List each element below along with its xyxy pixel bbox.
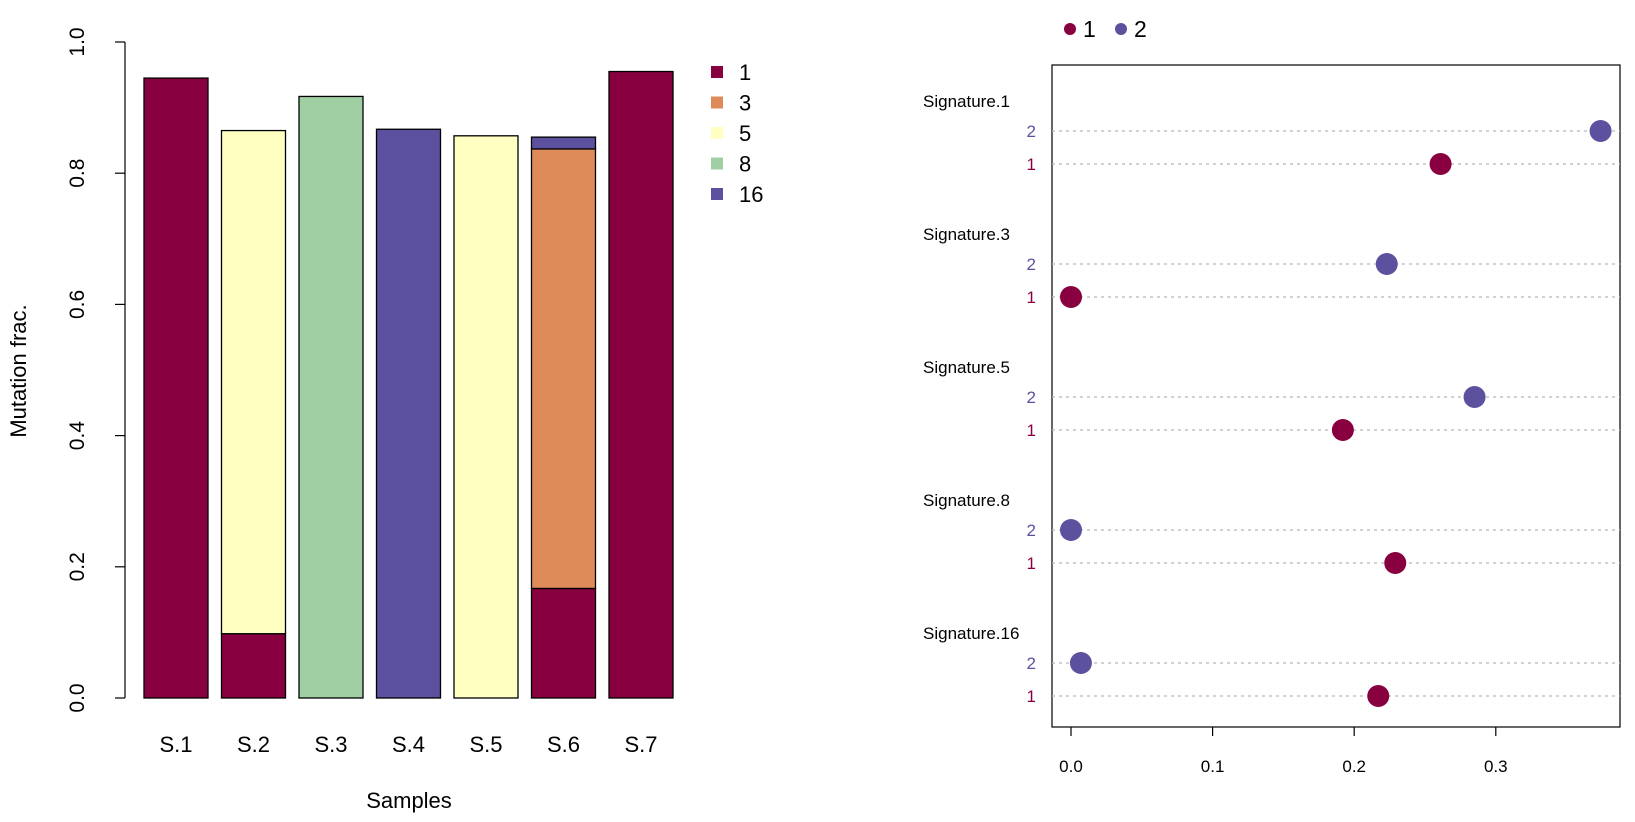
x-tick-label: 0.3 bbox=[1484, 757, 1508, 776]
legend-label: 3 bbox=[739, 91, 751, 116]
plot-rows: Signature.121Signature.321Signature.521S… bbox=[923, 92, 1620, 707]
bar-segment-S.3-8 bbox=[298, 95, 364, 699]
bar-segment-S.2-1 bbox=[220, 633, 287, 699]
legend-label: 16 bbox=[739, 182, 763, 207]
point-Signature.1-1 bbox=[1429, 153, 1452, 175]
x-tick-label: S.6 bbox=[547, 732, 580, 757]
bar-segment-S.7-1 bbox=[608, 70, 674, 699]
point-Signature.16-1 bbox=[1367, 685, 1390, 707]
bar-segment-S.2-5 bbox=[220, 129, 287, 635]
row-label: 2 bbox=[1027, 654, 1036, 673]
y-axis: 0.0 0.2 0.4 0.6 0.8 1.0 bbox=[66, 27, 126, 713]
group-label: Signature.16 bbox=[923, 624, 1019, 643]
point-Signature.3-1 bbox=[1060, 286, 1082, 308]
group-Signature.8: Signature.8 2 1 bbox=[923, 491, 1620, 574]
y-tick-label: 0.6 bbox=[66, 290, 89, 319]
point-Signature.8-1 bbox=[1384, 552, 1407, 574]
legend-swatch-1 bbox=[711, 66, 723, 78]
group-label: Signature.3 bbox=[923, 225, 1010, 244]
group-Signature.1: Signature.1 2 1 bbox=[923, 92, 1620, 175]
x-tick-label: S.7 bbox=[624, 732, 657, 757]
bar-segment-S.6-3 bbox=[530, 148, 597, 590]
bar-segment-S.1-1 bbox=[143, 77, 209, 699]
row-label: 1 bbox=[1027, 421, 1036, 440]
point-Signature.8-2 bbox=[1060, 519, 1082, 541]
legend-dot-1 bbox=[1064, 23, 1076, 35]
x-tick-label: 0.2 bbox=[1342, 757, 1366, 776]
legend-label: 1 bbox=[1083, 16, 1096, 42]
point-Signature.16-2 bbox=[1069, 652, 1092, 674]
x-tick-label: 0.0 bbox=[1059, 757, 1083, 776]
row-label: 1 bbox=[1027, 288, 1036, 307]
row-label: 2 bbox=[1027, 521, 1036, 540]
bar-segment-S.6-1 bbox=[530, 587, 597, 699]
legend-swatch-5 bbox=[711, 127, 723, 139]
row-label: 1 bbox=[1027, 554, 1036, 573]
x-tick-labels: S.1 S.2 S.3 S.4 S.5 S.6 S.7 bbox=[159, 732, 657, 757]
y-tick-label: 0.2 bbox=[66, 552, 89, 581]
group-label: Signature.5 bbox=[923, 358, 1010, 377]
bar-segment-S.6-16 bbox=[530, 136, 597, 150]
x-tick-label: S.5 bbox=[469, 732, 502, 757]
row-label: 1 bbox=[1027, 155, 1036, 174]
x-axis: 0.0 0.1 0.2 0.3 bbox=[1059, 727, 1508, 776]
bar-segment-S.5-5 bbox=[453, 135, 519, 699]
row-label: 2 bbox=[1027, 255, 1036, 274]
y-tick-label: 0.8 bbox=[66, 159, 89, 188]
bar-segment-S.4-16 bbox=[375, 128, 442, 699]
y-tick-label: 0.0 bbox=[66, 683, 89, 712]
y-tick-label: 1.0 bbox=[66, 27, 89, 56]
legend-swatch-8 bbox=[711, 157, 723, 170]
legend-label: 5 bbox=[739, 121, 751, 146]
group-label: Signature.1 bbox=[923, 92, 1010, 111]
bar-marks bbox=[143, 70, 674, 699]
y-axis-label: Mutation frac. bbox=[6, 304, 31, 437]
legend-label: 2 bbox=[1134, 16, 1147, 42]
legend-label: 8 bbox=[739, 152, 751, 177]
legend-label: 1 bbox=[739, 60, 751, 85]
x-axis-label: Samples bbox=[366, 788, 452, 813]
y-tick-label: 0.4 bbox=[66, 421, 89, 451]
x-tick-label: S.4 bbox=[392, 732, 425, 757]
legend-swatch-16 bbox=[711, 188, 723, 200]
group-label: Signature.8 bbox=[923, 491, 1010, 510]
x-tick-label: 0.1 bbox=[1201, 757, 1225, 776]
point-Signature.5-2 bbox=[1463, 386, 1486, 408]
point-Signature.3-2 bbox=[1375, 253, 1398, 275]
row-label: 2 bbox=[1027, 388, 1036, 407]
legend-dot-2 bbox=[1115, 23, 1127, 35]
legend-swatch-3 bbox=[711, 96, 723, 109]
legend: 1 3 5 8 16 bbox=[711, 60, 763, 207]
row-label: 2 bbox=[1027, 122, 1036, 141]
x-tick-label: S.3 bbox=[314, 732, 347, 757]
x-tick-label: S.1 bbox=[159, 732, 192, 757]
x-tick-label: S.2 bbox=[237, 732, 270, 757]
group-Signature.5: Signature.5 2 1 bbox=[923, 358, 1620, 441]
stacked-bar-chart: 0.0 0.2 0.4 0.6 0.8 1.0 Mutation frac. S.1 S.2… bbox=[6, 27, 763, 813]
group-Signature.3: Signature.3 2 1 bbox=[923, 225, 1620, 308]
row-label: 1 bbox=[1027, 687, 1036, 706]
plot-frame bbox=[1051, 64, 1621, 728]
point-Signature.5-1 bbox=[1331, 419, 1354, 441]
point-Signature.1-2 bbox=[1589, 120, 1612, 142]
group-Signature.16: Signature.16 2 1 bbox=[923, 624, 1620, 707]
